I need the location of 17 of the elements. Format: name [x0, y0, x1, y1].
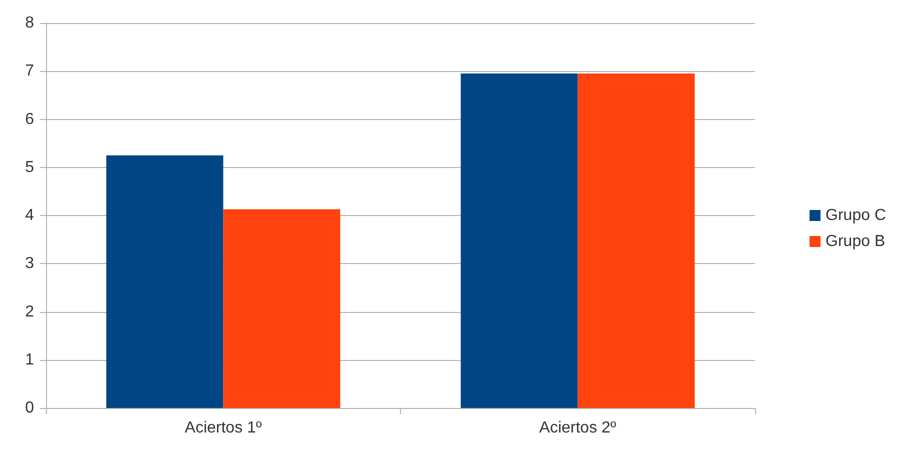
legend-label: Grupo C: [826, 207, 886, 224]
y-tick-label: 3: [25, 255, 34, 272]
x-tick-label: Aciertos 2º: [539, 420, 616, 436]
y-tick-label: 8: [25, 14, 34, 32]
y-tick-label: 7: [25, 62, 34, 80]
x-tick-label: Aciertos 1º: [184, 420, 262, 436]
legend-label: Grupo B: [826, 233, 886, 250]
bar: [578, 74, 695, 408]
y-tick-label: 0: [25, 400, 34, 416]
y-tick-label: 4: [25, 207, 34, 224]
bar: [106, 155, 224, 408]
y-tick-label: 6: [25, 110, 34, 128]
bar: [223, 209, 340, 408]
bar: [460, 74, 578, 408]
y-tick-label: 5: [25, 158, 34, 176]
y-tick-label: 1: [25, 351, 34, 368]
y-tick-label: 2: [25, 303, 34, 320]
